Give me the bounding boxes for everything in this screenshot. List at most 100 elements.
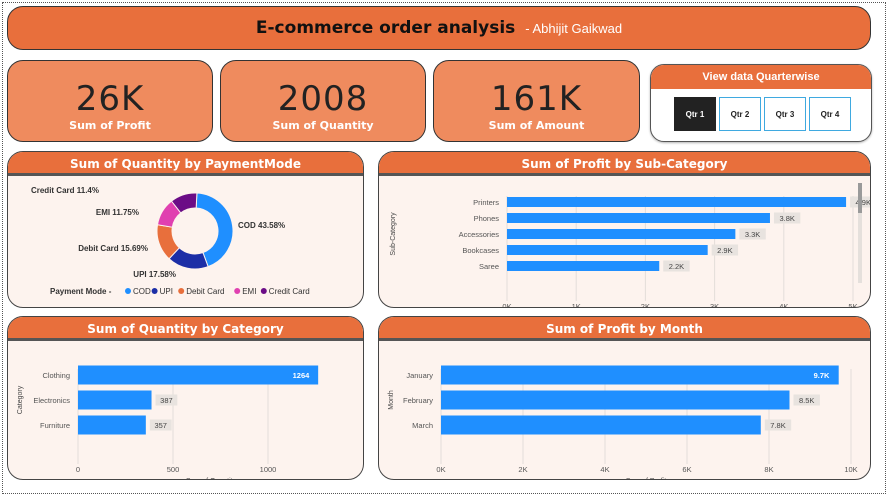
bar-phones — [507, 213, 770, 223]
kpi-card-profit[interactable]: 26K Sum of Profit — [7, 60, 213, 142]
x-tick-label: 10K — [844, 465, 857, 474]
subcategory-profit-panel: Sum of Profit by Sub-Category 0K 1K 2K 3K 4K… — [378, 151, 871, 308]
bar-accessories — [507, 229, 736, 239]
slicer-title: View data Quarterwise — [651, 65, 871, 89]
page-subtitle: - Abhijit Gaikwad — [525, 20, 623, 36]
title-bar: E-commerce order analysis - Abhijit Gaik… — [7, 6, 871, 50]
slicer-option-qtr1[interactable]: Qtr 1 — [674, 97, 716, 131]
legend-item-cod: COD — [133, 287, 151, 296]
slice-label-credit-card: Credit Card 11.4% — [31, 186, 99, 195]
subcategory-profit-bar-chart: 0K1K2K3K4K5KSum of ProfitSub-CategoryPri… — [390, 183, 871, 308]
legend-marker-debit-card — [178, 288, 185, 294]
panel-title: Sum of Profit by Month — [379, 317, 870, 341]
scrollbar-thumb[interactable] — [858, 183, 862, 213]
legend-item-upi: UPI — [160, 287, 173, 296]
slice-label-cod-text: COD 43.58% — [238, 221, 285, 230]
y-axis-title: Category — [17, 385, 24, 414]
data-label-bg — [764, 419, 792, 431]
data-label-bg — [793, 394, 820, 406]
slice-label-debit-card: Debit Card 15.69% — [78, 244, 148, 253]
kpi-card-quantity[interactable]: 2008 Sum of Quantity — [220, 60, 426, 142]
bar-clothing — [78, 365, 319, 385]
data-label: 357 — [154, 421, 167, 430]
payment-mode-donut-chart: Credit Card 11.4% EMI 11.75% COD 43.58% … — [31, 186, 310, 296]
x-tick-label: 500 — [167, 465, 180, 474]
bar-february — [441, 390, 790, 410]
data-label: 2.9K — [717, 246, 732, 255]
kpi-card-amount[interactable]: 161K Sum of Amount — [433, 60, 640, 142]
data-label: 2.2K — [669, 262, 684, 271]
y-tick-label: Electronics — [33, 396, 70, 405]
y-tick-label: Phones — [474, 214, 500, 223]
x-tick-label: 0 — [76, 465, 80, 474]
y-tick-label: Clothing — [42, 371, 70, 380]
month-profit-panel: Sum of Profit by Month 0K 2K 4K 6K 8K 10K Sum … — [378, 316, 871, 480]
bar-furniture — [78, 415, 146, 435]
slice-label-emi: EMI 11.75% — [96, 208, 139, 217]
x-tick-label: 5K — [848, 302, 857, 308]
x-tick-label: 4K — [779, 302, 788, 308]
kpi-value: 161K — [490, 79, 583, 119]
panel-title: Sum of Quantity by Category — [8, 317, 363, 341]
donut-slice-credit-card — [170, 192, 198, 214]
scrollbar-track — [858, 183, 862, 283]
data-label-bg — [739, 228, 766, 240]
category-quantity-panel: Sum of Quantity by Category 0 500 1000 Sum … — [7, 316, 364, 480]
kpi-value: 26K — [75, 79, 145, 119]
payment-mode-panel: Sum of Quantity by PaymentMode Credit Ca… — [7, 151, 364, 308]
bar-bookcases — [507, 245, 708, 255]
x-tick-label: 1000 — [260, 465, 277, 474]
bar-january — [441, 365, 839, 385]
x-axis-title: Sum of Profit — [626, 478, 667, 480]
legend-item-emi: EMI — [242, 287, 256, 296]
data-label: 8.5K — [799, 396, 814, 405]
data-label-bg — [149, 419, 172, 431]
x-tick-label: 3K — [710, 302, 719, 308]
y-tick-label: Furniture — [40, 421, 70, 430]
bar-printers — [507, 197, 847, 207]
slicer-option-qtr3[interactable]: Qtr 3 — [764, 97, 806, 131]
slicer-option-qtr4[interactable]: Qtr 4 — [809, 97, 851, 131]
legend-marker-cod — [125, 288, 131, 294]
bar-march — [441, 415, 761, 435]
legend-title: Payment Mode - — [50, 287, 112, 296]
y-tick-label: January — [406, 371, 433, 380]
data-label: 4.9K — [856, 198, 871, 207]
data-label: 3.8K — [779, 214, 794, 223]
bar-electronics — [78, 390, 152, 410]
x-tick-label: 1K — [572, 302, 581, 308]
y-tick-label: Saree — [479, 262, 499, 271]
x-tick-label: 2K — [518, 465, 527, 474]
category-quantity-bar-chart: 0 500 1000 Sum of Quantity Category Clothing 1… — [17, 365, 319, 479]
data-label: 9.7K — [814, 371, 830, 380]
y-tick-label: Printers — [473, 198, 499, 207]
legend-marker-emi — [234, 288, 241, 294]
x-tick-label: 4K — [600, 465, 609, 474]
y-tick-label: Accessories — [459, 230, 500, 239]
x-tick-label: 0K — [502, 302, 511, 308]
data-label-bg — [663, 260, 690, 272]
data-label: 387 — [160, 396, 173, 405]
legend-item-credit-card: Credit Card — [269, 287, 310, 296]
x-tick-label: 6K — [682, 465, 691, 474]
y-axis-title: Month — [388, 390, 395, 410]
payment-mode-legend: Payment Mode - COD UPI Debit Card EMI Credit… — [50, 287, 310, 296]
slice-label-upi: UPI 17.58% — [133, 270, 176, 279]
data-label: 3.3K — [745, 230, 760, 239]
x-tick-label: 8K — [764, 465, 773, 474]
x-tick-label: 2K — [641, 302, 650, 308]
page-title: E-commerce order analysis — [255, 18, 516, 38]
kpi-label: Sum of Quantity — [272, 119, 374, 132]
panel-title: Sum of Profit by Sub-Category — [379, 152, 870, 176]
kpi-value: 2008 — [277, 79, 369, 119]
kpi-label: Sum of Profit — [69, 119, 151, 132]
data-label-bg — [155, 394, 178, 406]
x-tick-label: 0K — [436, 465, 445, 474]
legend-marker-credit-card — [260, 288, 267, 294]
data-label: 7.8K — [770, 421, 785, 430]
slicer-option-qtr2[interactable]: Qtr 2 — [719, 97, 761, 131]
y-tick-label: March — [412, 421, 433, 430]
data-label-bg — [773, 212, 801, 224]
month-profit-bar-chart: 0K 2K 4K 6K 8K 10K Sum of Profit Month January 9.… — [388, 365, 858, 480]
